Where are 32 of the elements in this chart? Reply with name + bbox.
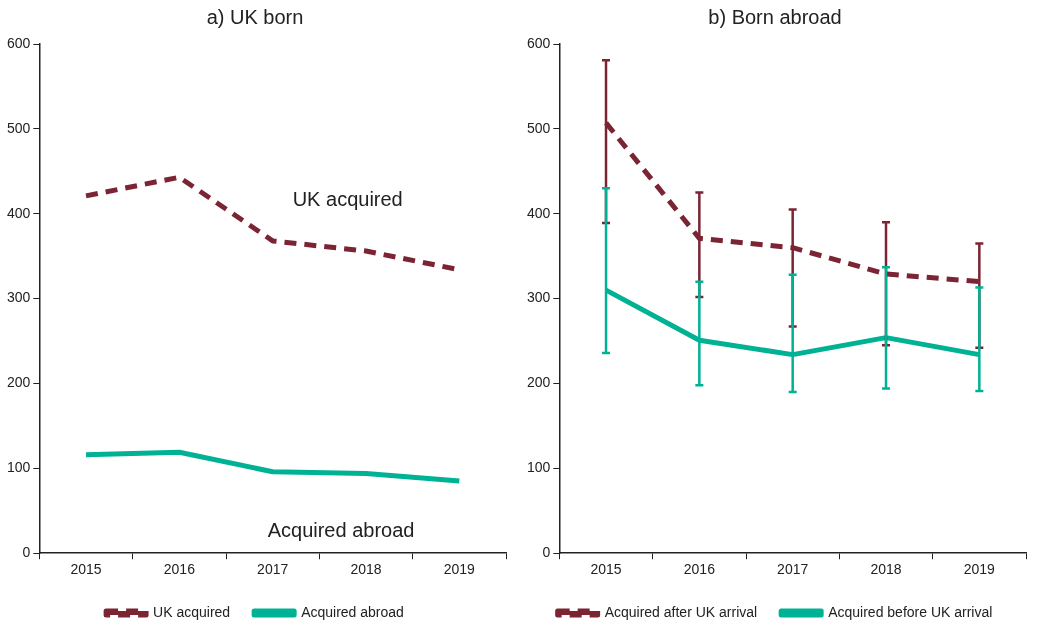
y-tick-label: 300 xyxy=(7,289,31,306)
chart-title: a) UK born xyxy=(206,5,304,28)
y-tick-label: 500 xyxy=(527,119,551,136)
legend-label: Acquired before UK arrival xyxy=(828,603,993,620)
x-tick-label: 2019 xyxy=(443,561,476,578)
y-tick-label: 400 xyxy=(527,204,551,221)
x-tick-label: 2018 xyxy=(350,561,382,578)
y-tick-label: 400 xyxy=(7,204,31,221)
y-tick-label: 0 xyxy=(22,544,31,561)
legend-label: UK acquired xyxy=(153,603,231,620)
legend-label: Acquired after UK arrival xyxy=(604,603,758,620)
y-tick-label: 100 xyxy=(7,459,31,476)
y-tick-label: 0 xyxy=(542,544,551,561)
x-tick-label: 2016 xyxy=(683,561,716,578)
annotation: UK acquired xyxy=(292,188,403,211)
y-tick-label: 200 xyxy=(7,374,31,391)
y-tick-label: 500 xyxy=(7,119,31,136)
y-tick-label: 600 xyxy=(7,34,31,51)
x-tick-label: 2018 xyxy=(870,561,902,578)
annotation: Acquired abroad xyxy=(267,519,415,542)
legend-label: Acquired abroad xyxy=(301,603,404,620)
y-tick-label: 100 xyxy=(527,459,551,476)
x-tick-label: 2015 xyxy=(70,561,102,578)
chart-title: b) Born abroad xyxy=(708,5,842,28)
y-tick-label: 300 xyxy=(527,289,551,306)
x-tick-label: 2017 xyxy=(257,561,289,578)
x-tick-label: 2019 xyxy=(963,561,996,578)
y-tick-label: 200 xyxy=(527,374,551,391)
x-tick-label: 2017 xyxy=(777,561,809,578)
x-tick-label: 2016 xyxy=(163,561,196,578)
x-tick-label: 2015 xyxy=(590,561,622,578)
y-tick-label: 600 xyxy=(527,34,551,51)
